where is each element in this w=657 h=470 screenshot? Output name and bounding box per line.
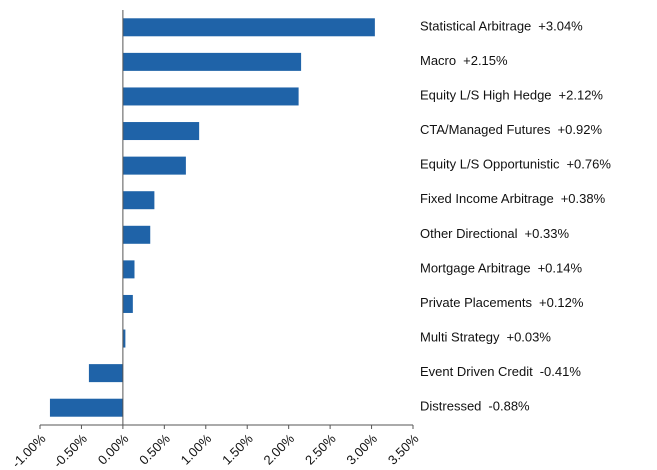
x-tick-label: 3.50% bbox=[385, 431, 422, 468]
x-tick-label: 1.50% bbox=[219, 431, 256, 468]
bar bbox=[88, 364, 123, 383]
x-tick-label: -1.00% bbox=[9, 431, 49, 470]
category-label: CTA/Managed Futures +0.92% bbox=[420, 122, 602, 137]
bar bbox=[122, 260, 135, 279]
category-name: Equity L/S High Hedge bbox=[420, 88, 552, 103]
x-tick-label: 2.00% bbox=[261, 431, 298, 468]
category-label: Private Placements +0.12% bbox=[420, 295, 584, 310]
value-label: +0.14% bbox=[538, 261, 583, 276]
x-tick-label: 3.00% bbox=[343, 431, 380, 468]
bar bbox=[49, 398, 123, 417]
category-name: Statistical Arbitrage bbox=[420, 19, 531, 34]
category-name: Equity L/S Opportunistic bbox=[420, 157, 560, 172]
category-label: Distressed -0.88% bbox=[420, 399, 530, 414]
bar bbox=[122, 225, 151, 244]
category-name: Distressed bbox=[420, 399, 481, 414]
value-label: +0.76% bbox=[566, 157, 611, 172]
bar bbox=[122, 329, 126, 348]
category-label: Event Driven Credit -0.41% bbox=[420, 365, 581, 380]
value-label: +0.03% bbox=[506, 330, 551, 345]
bar bbox=[122, 156, 186, 175]
category-label: Macro +2.15% bbox=[420, 53, 508, 68]
bar bbox=[122, 87, 299, 106]
x-tick-label: -0.50% bbox=[50, 431, 90, 470]
bar bbox=[122, 18, 375, 37]
x-tick-label: 0.50% bbox=[136, 431, 173, 468]
value-label: +2.15% bbox=[463, 53, 508, 68]
category-name: Multi Strategy bbox=[420, 330, 500, 345]
value-label: +0.92% bbox=[558, 122, 603, 137]
category-label: Equity L/S Opportunistic +0.76% bbox=[420, 157, 611, 172]
category-name: Macro bbox=[420, 53, 456, 68]
category-name: CTA/Managed Futures bbox=[420, 122, 551, 137]
value-label: +0.33% bbox=[525, 226, 570, 241]
x-tick-label: 2.50% bbox=[302, 431, 339, 468]
category-name: Fixed Income Arbitrage bbox=[420, 192, 554, 207]
bar bbox=[122, 122, 200, 141]
category-label: Equity L/S High Hedge +2.12% bbox=[420, 88, 603, 103]
x-tick-label: 0.00% bbox=[95, 431, 132, 468]
bar bbox=[122, 191, 155, 210]
category-name: Event Driven Credit bbox=[420, 365, 533, 380]
category-label: Other Directional +0.33% bbox=[420, 226, 569, 241]
category-name: Private Placements bbox=[420, 295, 532, 310]
x-tick-label: 1.00% bbox=[178, 431, 215, 468]
category-label: Fixed Income Arbitrage +0.38% bbox=[420, 192, 606, 207]
value-label: +3.04% bbox=[538, 19, 583, 34]
value-label: +0.38% bbox=[561, 192, 606, 207]
bar bbox=[122, 294, 133, 313]
value-label: +0.12% bbox=[539, 295, 584, 310]
value-label: -0.41% bbox=[540, 365, 582, 380]
category-label: Statistical Arbitrage +3.04% bbox=[420, 19, 583, 34]
category-label: Mortgage Arbitrage +0.14% bbox=[420, 261, 582, 276]
category-label: Multi Strategy +0.03% bbox=[420, 330, 551, 345]
category-name: Mortgage Arbitrage bbox=[420, 261, 531, 276]
category-name: Other Directional bbox=[420, 226, 518, 241]
bar bbox=[122, 52, 302, 71]
value-label: +2.12% bbox=[559, 88, 604, 103]
value-label: -0.88% bbox=[488, 399, 530, 414]
